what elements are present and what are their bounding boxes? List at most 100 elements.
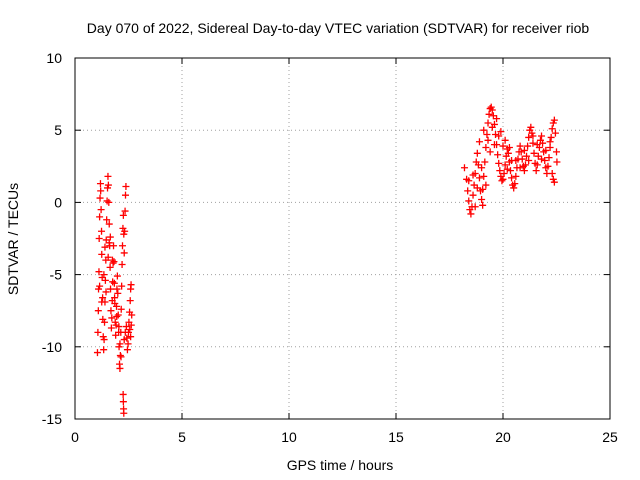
data-point (115, 323, 123, 331)
data-point (499, 142, 507, 150)
data-point (105, 198, 113, 206)
data-point (98, 250, 106, 258)
data-point (521, 161, 529, 169)
data-point (541, 157, 549, 165)
data-point (110, 279, 118, 287)
data-point (124, 340, 132, 348)
data-point (105, 239, 113, 247)
data-point (105, 220, 113, 228)
y-axis-label: SDTVAR / TECUs (5, 183, 21, 295)
data-point (548, 125, 556, 133)
data-point (480, 172, 488, 180)
data-point (117, 305, 125, 313)
data-point (106, 263, 114, 271)
data-point (95, 268, 103, 276)
data-point (495, 159, 503, 167)
data-point (113, 285, 121, 293)
data-point (113, 302, 121, 310)
data-point (532, 167, 540, 175)
data-point (113, 272, 121, 280)
data-point (469, 191, 477, 199)
data-point (496, 167, 504, 175)
data-point (553, 148, 560, 156)
data-point (475, 138, 483, 146)
data-point (101, 243, 109, 251)
data-point (96, 282, 104, 290)
data-point (518, 155, 526, 163)
data-point (119, 390, 127, 398)
data-point (126, 297, 134, 305)
data-point (114, 311, 122, 319)
x-tick-label: 20 (495, 429, 511, 445)
data-point (500, 170, 508, 178)
y-tick-label: 0 (54, 194, 62, 210)
data-point (460, 164, 468, 172)
data-point (109, 278, 117, 286)
data-point (479, 201, 487, 209)
data-point (533, 161, 541, 169)
data-point (527, 123, 535, 131)
data-point (508, 174, 516, 182)
data-point (127, 321, 135, 329)
data-point (478, 164, 486, 172)
data-point (98, 227, 106, 235)
data-point (97, 206, 105, 214)
data-point (542, 146, 550, 154)
data-point (108, 314, 116, 322)
data-point (488, 106, 496, 114)
data-point (488, 123, 496, 131)
data-point (103, 197, 111, 205)
data-point (119, 242, 127, 250)
data-point (97, 187, 105, 195)
data-point (529, 132, 537, 140)
data-point (122, 191, 130, 199)
data-point (123, 334, 131, 342)
data-point (107, 324, 115, 332)
data-point (538, 132, 546, 140)
data-point (128, 311, 136, 319)
data-point (512, 157, 520, 165)
data-point (520, 146, 528, 154)
data-point (96, 213, 104, 221)
data-point (520, 167, 528, 175)
data-point (516, 164, 524, 172)
data-point (93, 349, 101, 357)
data-point (120, 409, 128, 417)
data-point (117, 353, 125, 361)
data-point (473, 149, 481, 157)
data-point (126, 325, 134, 333)
data-point (539, 139, 547, 147)
grid-layer (75, 58, 610, 419)
y-tick-label: 5 (54, 122, 62, 138)
data-point (100, 271, 108, 279)
data-point (544, 162, 552, 170)
data-point (469, 171, 477, 179)
x-tick-label: 25 (602, 429, 618, 445)
data-point (482, 144, 490, 152)
data-point (116, 340, 124, 348)
data-point (113, 312, 121, 320)
data-point (107, 285, 115, 293)
data-point (107, 307, 115, 315)
data-point (122, 183, 130, 191)
x-tick-label: 10 (281, 429, 297, 445)
data-point (111, 294, 119, 302)
data-point (529, 139, 537, 147)
data-point (121, 227, 129, 235)
data-point (465, 177, 473, 185)
data-point (511, 180, 519, 188)
data-point (119, 398, 127, 406)
data-point (98, 298, 106, 306)
data-point (464, 187, 472, 195)
plot-frame (74, 57, 611, 420)
data-point (493, 115, 501, 123)
data-point (100, 346, 108, 354)
data-point (127, 333, 135, 341)
data-point (547, 133, 555, 141)
data-point (478, 196, 486, 204)
data-point (120, 249, 128, 257)
data-point (492, 131, 500, 139)
data-point (101, 318, 109, 326)
data-point (481, 158, 489, 166)
